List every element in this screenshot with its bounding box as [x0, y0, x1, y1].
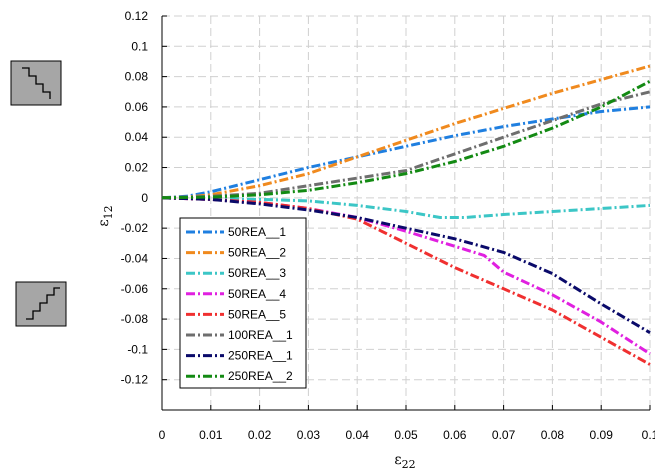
legend-box — [179, 217, 307, 389]
x-tick-label: 0.07 — [492, 428, 516, 442]
legend-entry: 250REA__1 — [228, 349, 293, 363]
x-tick-label: 0.01 — [199, 428, 223, 442]
x-tick-label: 0 — [159, 428, 166, 442]
x-tick-label: 0.05 — [394, 428, 418, 442]
y-tick-label: -0.06 — [121, 282, 149, 296]
x-tick-label: 0.08 — [541, 428, 565, 442]
x-axis-label: ε22 — [394, 452, 415, 470]
y-tick-label: -0.08 — [121, 312, 149, 326]
staircase-down-icon — [10, 60, 62, 106]
legend-entry: 50REA__5 — [228, 307, 286, 321]
staircase-up-icon — [15, 281, 67, 327]
tick-labels: 0 0.01 0.02 0.03 0.04 0.05 0.06 0.07 0.08 0.09 0.1… — [121, 9, 655, 442]
y-tick-label: 0.04 — [125, 130, 149, 144]
series-line-250REA__2 — [161, 79, 651, 200]
y-tick-label: 0.06 — [125, 100, 149, 114]
y-tick-label: -0.12 — [121, 373, 149, 387]
x-tick-label: 0.03 — [297, 428, 321, 442]
legend-entry: 50REA__2 — [228, 246, 286, 260]
legend-entry: 50REA__3 — [228, 266, 286, 280]
x-tick-label: 0.04 — [346, 428, 370, 442]
legend-entry: 250REA__2 — [228, 369, 293, 383]
y-tick-label: 0 — [141, 191, 148, 205]
x-tick-label: 0.06 — [443, 428, 467, 442]
y-tick-label: -0.02 — [121, 221, 149, 235]
legend: 50REA__1 50REA__2 50REA__3 50REA__4 50REA__5… — [179, 217, 307, 389]
y-axis-label: ε12 — [96, 205, 115, 226]
y-tick-label: -0.1 — [127, 342, 148, 356]
legend-entry: 50REA__4 — [228, 287, 286, 301]
y-tick-label: 0.02 — [125, 161, 149, 175]
y-tick-label: 0.08 — [125, 70, 149, 84]
series-lines — [161, 64, 651, 366]
axes — [161, 15, 651, 411]
series-line-50REA__1 — [161, 105, 651, 200]
x-tick-label: 0.1 — [642, 428, 655, 442]
legend-entry: 100REA__1 — [228, 328, 293, 342]
legend-entry: 50REA__1 — [228, 225, 286, 239]
x-tick-label: 0.09 — [590, 428, 614, 442]
x-tick-label: 0.02 — [248, 428, 272, 442]
series-line-50REA__2 — [161, 64, 651, 200]
series-line-250REA__1 — [161, 196, 651, 334]
y-tick-label: 0.1 — [131, 39, 148, 53]
y-tick-label: 0.12 — [125, 9, 149, 23]
y-tick-label: -0.04 — [121, 251, 149, 265]
series-line-50REA__3 — [161, 196, 651, 219]
